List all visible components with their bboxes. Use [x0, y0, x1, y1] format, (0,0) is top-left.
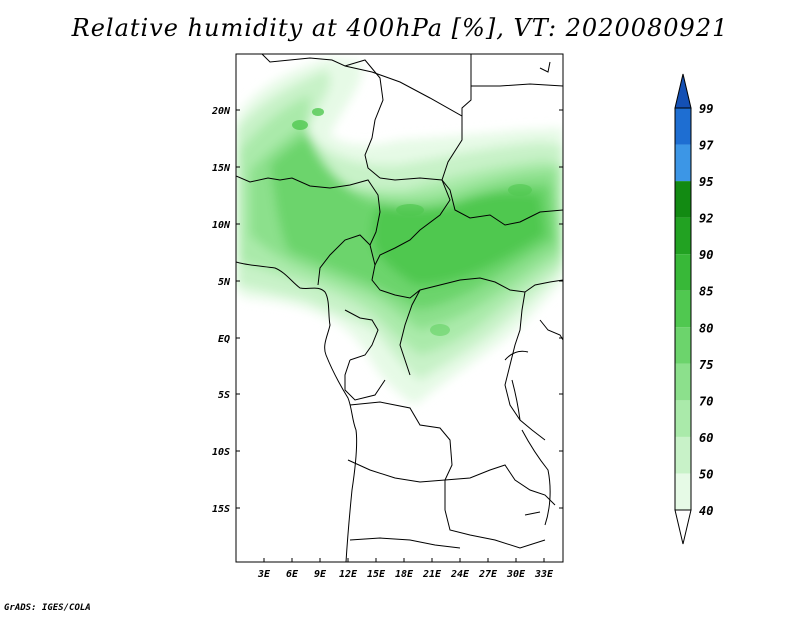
lon-label-15e: 15E	[367, 569, 386, 580]
legend-label-80: 80	[699, 321, 713, 335]
grads-credit: GrADS: IGES/COLA	[4, 603, 91, 613]
legend-label-40: 40	[699, 504, 713, 518]
lat-label-15n: 15N	[212, 163, 231, 174]
legend-label-75: 75	[699, 358, 713, 372]
lon-label-3e: 3E	[257, 569, 271, 580]
lon-label-18e: 18E	[395, 569, 414, 580]
lon-label-30e: 30E	[506, 569, 526, 580]
legend-bin-50	[675, 436, 691, 474]
legend-bin-60	[675, 400, 691, 437]
lon-label-21e: 21E	[422, 569, 442, 580]
legend-bin-85	[675, 254, 691, 291]
lon-label-24e: 24E	[450, 569, 470, 580]
lat-label-10s: 10S	[212, 447, 230, 458]
legend-label-60: 60	[699, 431, 713, 445]
lon-ticks	[263, 558, 545, 562]
legend-bin-90	[675, 217, 691, 255]
lat-label-5s: 5S	[218, 390, 230, 401]
legend-bin-40	[675, 473, 691, 510]
legend-bin-92	[675, 181, 691, 218]
lon-label-33e: 33E	[534, 569, 554, 580]
legend-bin-above-max	[674, 73, 692, 109]
lat-label-eq: EQ	[218, 334, 230, 345]
legend-label-97: 97	[699, 139, 714, 153]
legend-bin-below-min	[674, 509, 692, 545]
lon-label-27e: 27E	[478, 569, 498, 580]
legend-label-99: 99	[699, 102, 713, 116]
country-borders	[236, 54, 563, 562]
legend-outline	[674, 107, 692, 511]
lon-label-12e: 12E	[339, 569, 358, 580]
legend-label-92: 92	[699, 212, 713, 226]
lat-label-5n: 5N	[218, 277, 231, 288]
lon-labels: 3E 6E 9E 12E 15E 18E 21E 24E 27E 30E 33E	[257, 569, 554, 580]
lon-label-6e: 6E	[286, 569, 299, 580]
legend-label-70: 70	[699, 394, 713, 408]
legend-bin-80	[675, 290, 691, 328]
lat-label-20n: 20N	[211, 106, 231, 117]
lat-labels: 20N 15N 10N 5N EQ 5S 10S 15S	[211, 106, 231, 515]
lat-label-15s: 15S	[212, 504, 230, 515]
color-bar-legend: 40 50 60 70 75 80 85 90 92 95 97 99	[674, 73, 714, 545]
legend-bin-95	[675, 144, 691, 182]
legend-bin-70	[675, 363, 691, 401]
lat-label-10n: 10N	[212, 220, 231, 231]
legend-label-95: 95	[699, 175, 713, 189]
legend-bin-97	[675, 108, 691, 145]
page-title: Relative humidity at 400hPa [%], VT: 202…	[71, 14, 729, 42]
humidity-field	[236, 58, 563, 405]
legend-label-90: 90	[699, 248, 713, 262]
lon-label-9e: 9E	[314, 569, 327, 580]
map-frame	[235, 53, 564, 563]
legend-label-50: 50	[699, 467, 713, 481]
legend-label-85: 85	[699, 285, 713, 299]
legend-bin-75	[675, 327, 691, 364]
lat-ticks	[236, 109, 563, 509]
